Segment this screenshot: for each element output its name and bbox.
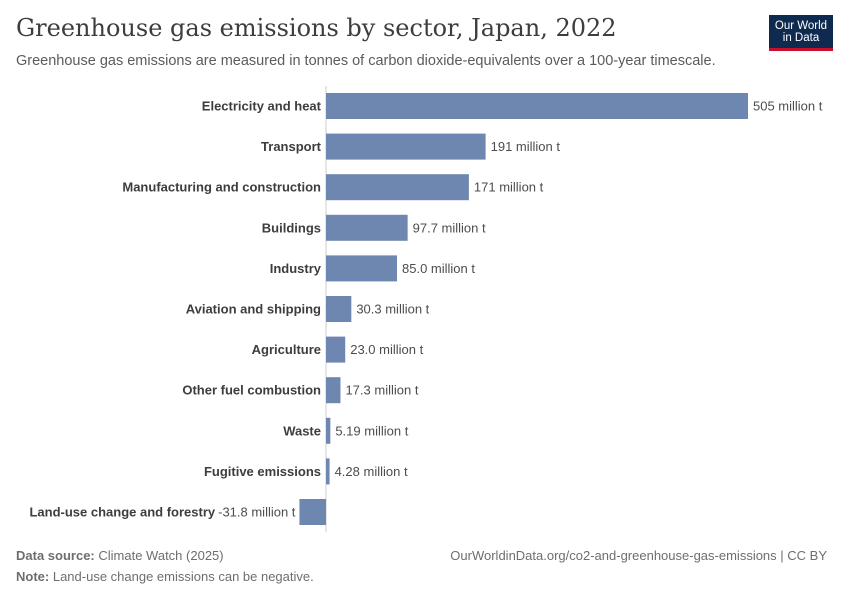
category-label: Industry	[270, 261, 322, 276]
value-label: 191 million t	[491, 139, 561, 154]
category-label: Buildings	[262, 220, 321, 235]
bar[interactable]	[326, 377, 341, 404]
value-label: 4.28 million t	[335, 464, 408, 479]
value-label: 5.19 million t	[335, 423, 408, 438]
owid-logo[interactable]: Our World in Data	[769, 15, 833, 51]
note-label: Note:	[16, 569, 50, 584]
source-url[interactable]: OurWorldinData.org/co2-and-greenhouse-ga…	[450, 548, 827, 563]
category-label: Aviation and shipping	[186, 302, 321, 317]
bar[interactable]	[326, 93, 748, 119]
logo-line-1: Our World	[774, 20, 828, 32]
data-source-label: Data source:	[16, 548, 95, 563]
value-label: 505 million t	[753, 99, 823, 114]
data-source: Data source: Climate Watch (2025)	[16, 548, 224, 563]
chart-title: Greenhouse gas emissions by sector, Japa…	[16, 14, 617, 42]
bar[interactable]	[326, 458, 330, 485]
value-label: 85.0 million t	[402, 261, 475, 276]
logo-line-2: in Data	[782, 32, 820, 44]
category-label: Waste	[283, 423, 321, 438]
note-text: Land-use change emissions can be negativ…	[52, 569, 314, 584]
bar[interactable]	[326, 255, 398, 282]
bar[interactable]	[326, 417, 331, 444]
category-label: Agriculture	[252, 342, 321, 357]
category-label: Transport	[261, 139, 322, 154]
category-label: Fugitive emissions	[204, 464, 321, 479]
chart-note: Note: Land-use change emissions can be n…	[16, 569, 314, 584]
category-label: Electricity and heat	[202, 99, 322, 114]
value-label: 23.0 million t	[350, 342, 423, 357]
bar-chart: Electricity and heat 505 million t Transpo…	[29, 86, 823, 532]
value-label: 30.3 million t	[356, 302, 429, 317]
value-label: -31.8 million t	[218, 505, 296, 520]
category-label: Other fuel combustion	[182, 383, 321, 398]
category-label: Manufacturing and construction	[122, 180, 321, 195]
data-source-value[interactable]: Climate Watch (2025)	[98, 548, 224, 563]
bar[interactable]	[299, 499, 326, 525]
bar[interactable]	[326, 133, 486, 160]
chart-subtitle: Greenhouse gas emissions are measured in…	[16, 53, 716, 69]
bar[interactable]	[326, 214, 408, 241]
category-label: Land-use change and forestry	[29, 505, 215, 520]
bar[interactable]	[326, 296, 352, 322]
value-label: 97.7 million t	[413, 220, 486, 235]
value-label: 17.3 million t	[345, 383, 418, 398]
bar[interactable]	[326, 336, 346, 363]
bar[interactable]	[326, 174, 469, 201]
value-label: 171 million t	[474, 180, 544, 195]
